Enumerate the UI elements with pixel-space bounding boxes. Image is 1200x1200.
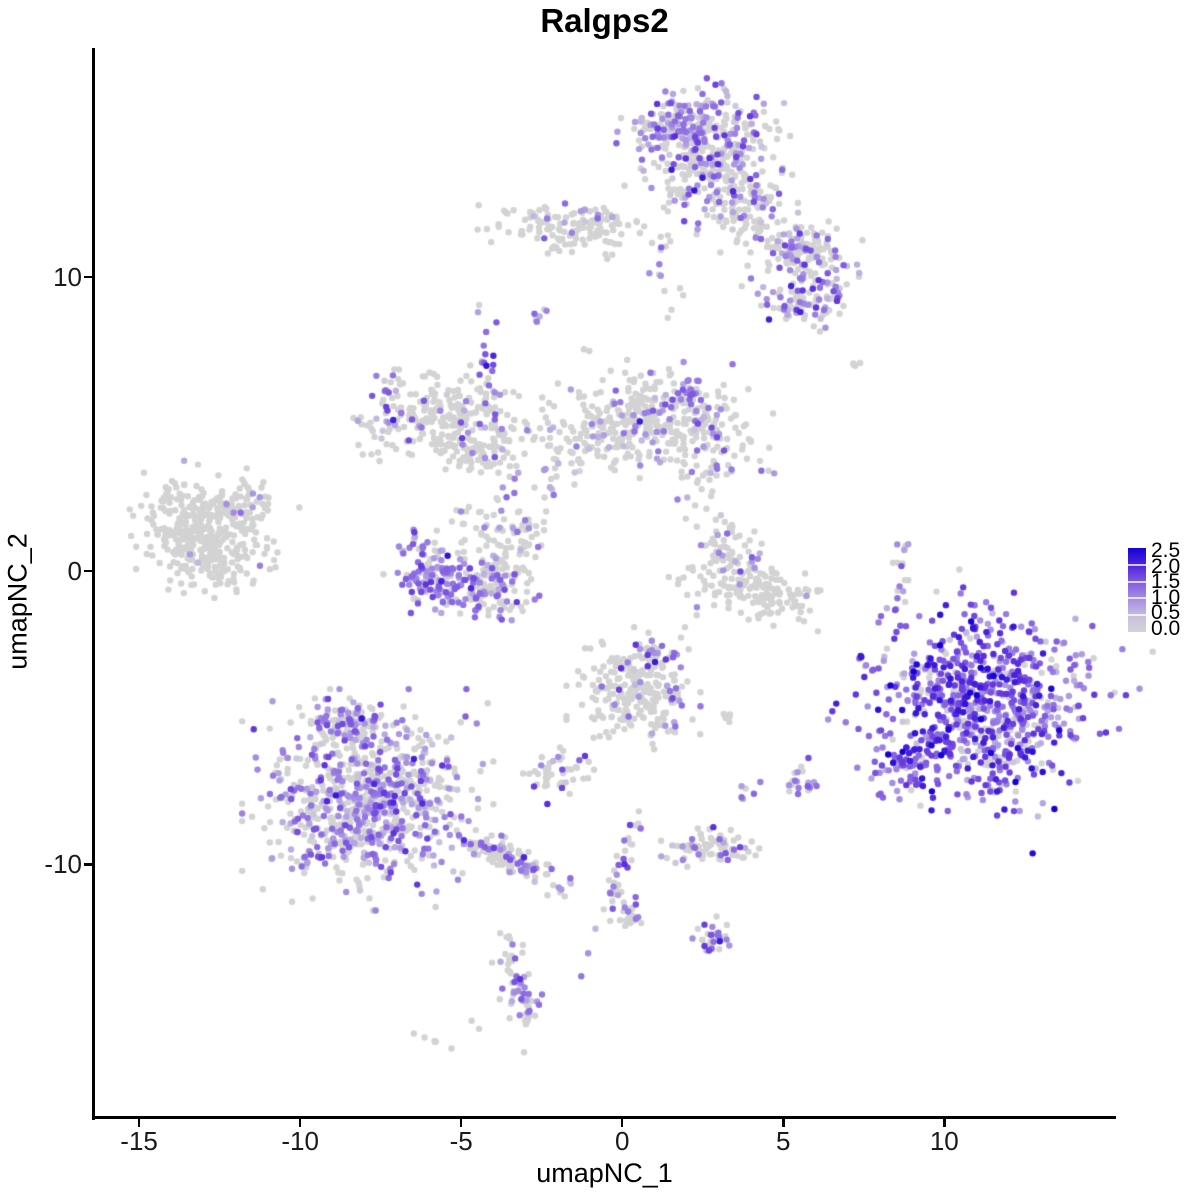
x-tick-label: -10 <box>281 1126 319 1156</box>
colorbar-gradient <box>1128 548 1146 632</box>
x-tick-label: -15 <box>120 1126 158 1156</box>
legend-tick-label: 1.0 <box>1151 585 1181 609</box>
legend-tick-label: 0.0 <box>1151 617 1181 640</box>
legend-tick-label: 0.5 <box>1151 601 1181 625</box>
colorbar-tick-mark <box>1128 580 1146 583</box>
y-tick-mark <box>84 275 92 279</box>
x-tick-label: 0 <box>614 1126 630 1156</box>
y-tick-label: 0 <box>67 555 82 586</box>
legend-tick-label: 2.0 <box>1151 554 1181 578</box>
x-tick-mark <box>782 1119 785 1127</box>
x-tick-label: 5 <box>776 1126 791 1156</box>
legend-tick-label: 1.5 <box>1151 570 1181 594</box>
colorbar-tick-mark <box>1128 614 1146 617</box>
legend-tick-label: 2.5 <box>1151 539 1181 562</box>
x-tick-mark <box>943 1119 946 1127</box>
x-tick-mark <box>298 1119 302 1127</box>
x-tick-mark <box>459 1119 463 1127</box>
y-tick-label: 10 <box>53 262 82 293</box>
y-axis-title: umapNC_2 <box>2 533 33 670</box>
expression-colorbar-legend: 2.5 2.0 1.5 1.0 0.5 0.0 <box>1128 540 1200 640</box>
x-tick-label: -5 <box>449 1126 473 1156</box>
x-tick-mark <box>620 1119 624 1127</box>
x-axis-title: umapNC_1 <box>536 1158 673 1188</box>
y-tick-mark <box>84 569 92 572</box>
colorbar-tick-mark <box>1128 597 1146 600</box>
x-tick-mark <box>137 1119 141 1127</box>
plot-title: Ralgps2 <box>540 2 669 39</box>
x-tick-label: 10 <box>929 1126 959 1156</box>
colorbar-tick-mark <box>1128 563 1146 566</box>
x-axis-line <box>92 1116 1116 1119</box>
y-tick-mark <box>84 863 92 866</box>
y-axis-line <box>92 48 95 1120</box>
y-tick-label: -10 <box>44 849 82 880</box>
